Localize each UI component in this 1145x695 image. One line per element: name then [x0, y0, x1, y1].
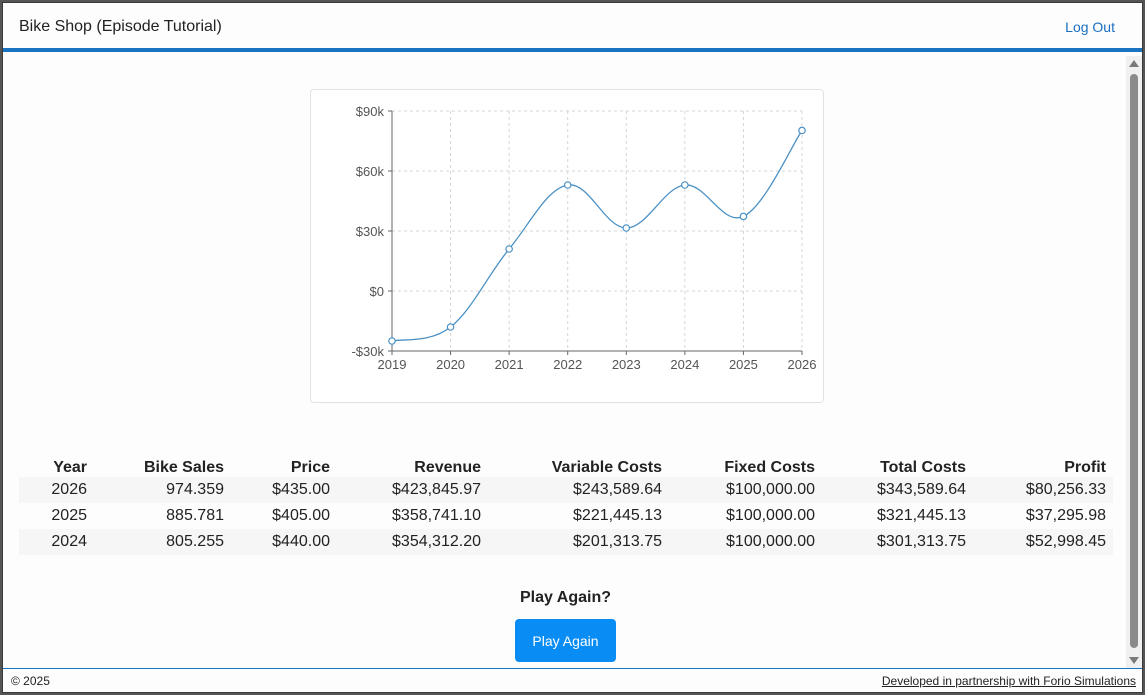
x-tick-label: 2024: [670, 357, 699, 372]
data-point: [505, 245, 513, 253]
y-tick-label: $60k: [356, 164, 385, 179]
vertical-scrollbar[interactable]: [1126, 56, 1142, 668]
y-tick-label: $30k: [356, 224, 385, 239]
data-point: [798, 126, 806, 135]
column-header-price: Price: [290, 459, 330, 476]
scroll-up-arrow-icon[interactable]: [1129, 60, 1139, 67]
x-tick-label: 2025: [729, 357, 758, 372]
cell-total-costs: $301,313.75: [822, 529, 973, 555]
profit-series-line: [391, 130, 803, 342]
data-point: [681, 181, 689, 189]
cell-bike-sales: 974.359: [94, 477, 231, 503]
cell-total-costs: $343,589.64: [822, 477, 973, 503]
cell-revenue: $423,845.97: [337, 477, 488, 503]
footer: © 2025 Developed in partnership with For…: [3, 668, 1142, 692]
column-header-fixed-costs: Fixed Costs: [724, 459, 815, 476]
cell-total-costs: $321,445.13: [822, 503, 973, 529]
cell-revenue: $358,741.10: [337, 503, 488, 529]
cell-bike-sales: 805.255: [94, 529, 231, 555]
cell-variable-costs: $201,313.75: [488, 529, 669, 555]
cell-profit: $52,998.45: [973, 529, 1113, 555]
x-tick-label: 2021: [495, 357, 524, 372]
cell-variable-costs: $243,589.64: [488, 477, 669, 503]
column-header-variable-costs: Variable Costs: [551, 459, 662, 476]
cell-year: 2025: [19, 503, 94, 529]
table-header-row: Year Bike Sales Price Revenue Variable C…: [19, 453, 1113, 477]
copyright-text: © 2025: [11, 674, 50, 688]
table-row: 2025 885.781 $405.00 $358,741.10 $221,44…: [19, 503, 1113, 529]
column-header-revenue: Revenue: [414, 459, 481, 476]
x-tick-label: 2023: [612, 357, 641, 372]
profit-line-chart: -$30k $0 $30k $60k $90k 2019 2020 2021 2022 2023 2…: [351, 104, 817, 372]
cell-price: $435.00: [231, 477, 337, 503]
table-row: 2026 974.359 $435.00 $423,845.97 $243,58…: [19, 477, 1113, 503]
x-tick-label: 2020: [436, 357, 465, 372]
data-point: [622, 224, 631, 232]
column-header-total-costs: Total Costs: [880, 459, 966, 476]
cell-profit: $80,256.33: [973, 477, 1113, 503]
y-tick-label: $90k: [356, 104, 385, 119]
main-content: -$30k $0 $30k $60k $90k 2019 2020 2021 2022 2023 2…: [3, 56, 1128, 668]
partner-link[interactable]: Developed in partnership with Forio Simu…: [881, 674, 1136, 688]
cell-price: $405.00: [231, 503, 337, 529]
column-header-year: Year: [53, 459, 87, 476]
play-again-button[interactable]: Play Again: [515, 619, 616, 662]
scroll-down-arrow-icon[interactable]: [1129, 657, 1139, 664]
cell-fixed-costs: $100,000.00: [669, 477, 822, 503]
data-point: [388, 337, 396, 345]
results-table: Year Bike Sales Price Revenue Variable C…: [19, 453, 1113, 555]
x-tick-label: 2019: [378, 357, 407, 372]
column-header-bike-sales: Bike Sales: [143, 459, 224, 476]
cell-fixed-costs: $100,000.00: [669, 503, 822, 529]
data-point: [446, 323, 455, 331]
x-tick-label: 2022: [553, 357, 582, 372]
data-point: [739, 212, 748, 221]
y-tick-label: -$30k: [351, 344, 384, 359]
cell-profit: $37,295.98: [973, 503, 1113, 529]
column-header-profit: Profit: [1064, 459, 1106, 476]
y-tick-label: $0: [370, 284, 384, 299]
cell-bike-sales: 885.781: [94, 503, 231, 529]
cell-year: 2024: [19, 529, 94, 555]
app-title: Bike Shop (Episode Tutorial): [19, 18, 222, 35]
profit-chart-card: -$30k $0 $30k $60k $90k 2019 2020 2021 2022 2023 2…: [310, 89, 824, 403]
cell-price: $440.00: [231, 529, 337, 555]
cell-fixed-costs: $100,000.00: [669, 529, 822, 555]
x-tick-label: 2026: [788, 357, 817, 372]
cell-revenue: $354,312.20: [337, 529, 488, 555]
cell-variable-costs: $221,445.13: [488, 503, 669, 529]
top-bar: Bike Shop (Episode Tutorial) Log Out: [3, 3, 1142, 52]
play-again-heading: Play Again?: [520, 589, 611, 606]
log-out-link[interactable]: Log Out: [1065, 19, 1115, 35]
data-point: [563, 181, 572, 189]
scrollbar-thumb[interactable]: [1130, 74, 1138, 648]
table-row: 2024 805.255 $440.00 $354,312.20 $201,31…: [19, 529, 1113, 555]
cell-year: 2026: [19, 477, 94, 503]
